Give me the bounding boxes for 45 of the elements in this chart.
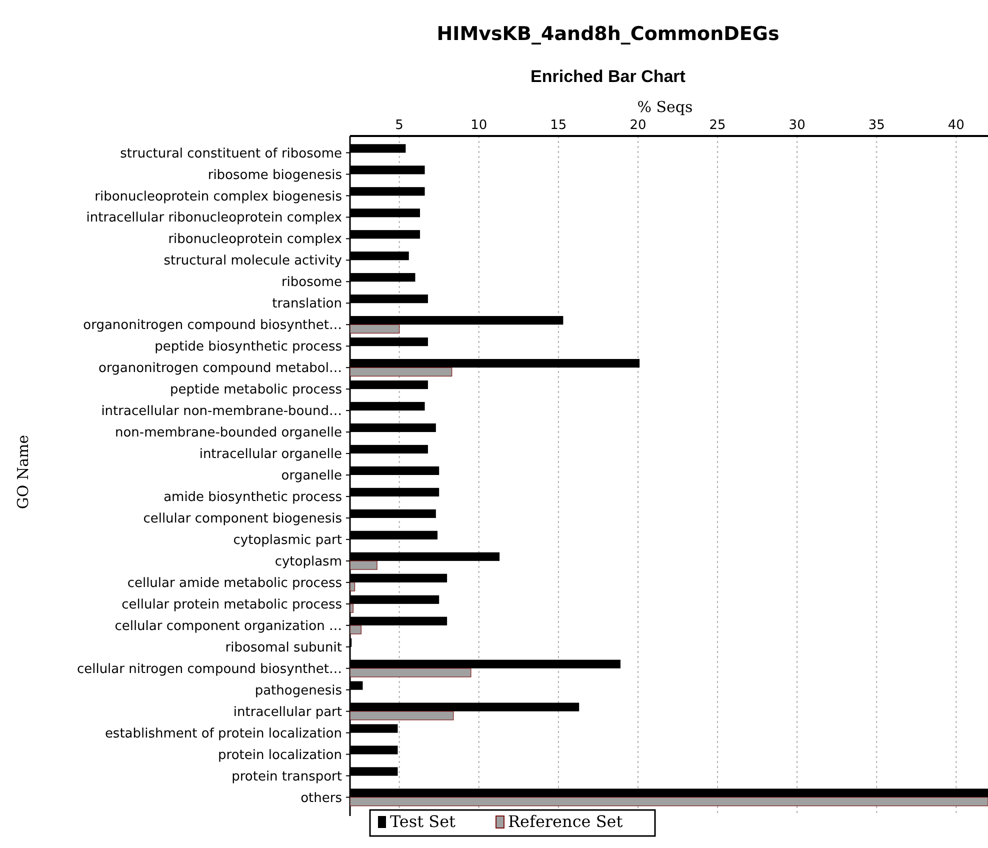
y-tick-label: amide biosynthetic process [164, 490, 342, 506]
x-tick-label: 5 [395, 118, 404, 133]
y-tick-label: cytoplasm [274, 554, 342, 570]
legend-label: Reference Set [508, 812, 624, 831]
y-tick-label: structural constituent of ribosome [120, 146, 342, 162]
y-tick-label: cellular nitrogen compound biosynthet… [76, 662, 342, 677]
y-tick-label: cellular component organization … [114, 618, 342, 634]
x-tick-label: 30 [788, 118, 806, 133]
y-tick-label: intracellular ribonucleoprotein complex [86, 210, 342, 226]
y-tick-label: organonitrogen compound biosynthet… [83, 318, 342, 334]
y-tick-label: intracellular non-membrane-bound… [101, 404, 342, 420]
y-tick-label: peptide metabolic process [170, 382, 342, 398]
y-tick-label: protein transport [232, 769, 342, 784]
y-tick-label: protein localization [218, 748, 342, 763]
x-tick-label: 20 [630, 118, 646, 133]
y-tick-label: pathogenesis [254, 683, 342, 698]
y-tick-label: structural molecule activity [164, 254, 342, 269]
y-tick-label: ribonucleoprotein complex biogenesis [94, 189, 342, 204]
y-tick-label: organonitrogen compound metabol… [98, 361, 342, 376]
x-tick-label: 25 [709, 118, 726, 133]
y-tick-label: ribosome biogenesis [208, 168, 342, 183]
x-tick-label: 15 [550, 118, 567, 133]
legend-label: Test Set [390, 812, 456, 831]
y-tick-label: others [300, 790, 342, 806]
chart-title: HIMvsKB_4and8h_CommonDEGs [436, 23, 780, 45]
y-tick-label: ribosomal subunit [225, 640, 342, 656]
x-tick-label: 10 [470, 118, 488, 133]
x-tick-label: 40 [948, 118, 964, 133]
y-tick-label: organelle [281, 468, 342, 484]
y-tick-label: ribonucleoprotein complex [168, 232, 342, 248]
y-tick-label: cellular protein metabolic process [122, 597, 342, 612]
y-tick-label: establishment of protein localization [104, 726, 342, 742]
y-tick-label: non-membrane-bounded organelle [114, 426, 342, 441]
x-axis-title: % Seqs [637, 98, 693, 116]
y-tick-label: cellular component biogenesis [143, 512, 342, 527]
y-tick-label: translation [272, 296, 342, 312]
y-tick-label: cellular amide metabolic process [127, 576, 342, 591]
x-tick-label: 35 [868, 118, 885, 133]
chart-subtitle: Enriched Bar Chart [530, 67, 686, 86]
y-axis-title: GO Name [14, 434, 32, 510]
y-tick-label: ribosome [281, 275, 342, 290]
y-tick-label: cytoplasmic part [233, 533, 342, 548]
y-tick-label: intracellular organelle [199, 447, 342, 462]
y-tick-label: intracellular part [233, 704, 342, 720]
y-tick-label: peptide biosynthetic process [154, 340, 342, 355]
